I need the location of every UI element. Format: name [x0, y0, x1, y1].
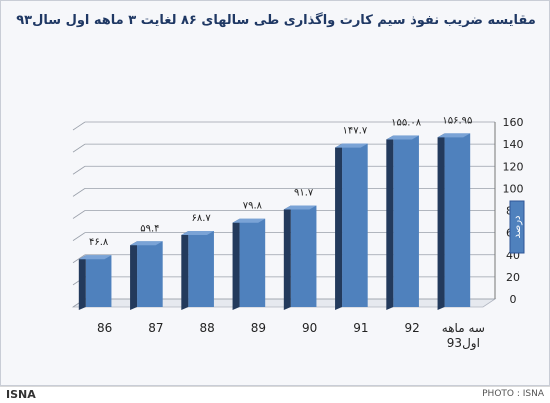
bar [290, 205, 317, 307]
photo-credit: PHOTO : ISNA [482, 389, 544, 399]
bar-side [386, 135, 394, 310]
grid-line-depth [72, 165, 86, 175]
x-tick-label: سه ماهه [442, 321, 485, 335]
bar [444, 133, 471, 307]
grid-line-depth [72, 254, 86, 264]
bar-top-face [232, 218, 266, 223]
bar-side [437, 133, 445, 310]
bar-top-face [283, 205, 317, 210]
data-label: ۱۵۵.۰۸ [391, 117, 422, 128]
x-tick-label: 87 [148, 321, 163, 335]
bar-side [130, 241, 138, 310]
x-tick-label: 86 [97, 321, 112, 335]
data-label: ۱۵۶.۹۵ [442, 115, 472, 126]
bar-top-face [386, 135, 419, 140]
bar-top-face [437, 133, 471, 138]
y-axis-label-box: درصد [509, 200, 525, 254]
bars [78, 133, 471, 310]
bar [342, 143, 368, 307]
y-axis-label: درصد [512, 215, 523, 238]
x-tick-label: اول93 [447, 336, 480, 351]
bar-top-face [335, 143, 368, 148]
grid-line-depth [72, 121, 86, 131]
grid-line-depth [72, 143, 86, 153]
data-label: ۵۹.۴ [140, 223, 159, 234]
bar-chart: مقایسه ضریب نفوذ سیم کارت واگذاری طی سال… [16, 12, 536, 351]
bar [85, 255, 112, 307]
y-tick-label: 140 [503, 138, 524, 151]
data-label: ۶۸.۷ [191, 213, 211, 224]
bar-top-face [181, 231, 214, 236]
y-axis-label-background [509, 200, 525, 254]
chart-frame: مقایسه ضریب نفوذ سیم کارت واگذاری طی سال… [0, 0, 550, 386]
bar-side [283, 205, 291, 310]
grid-line-depth [72, 232, 86, 241]
bar-side [232, 218, 240, 310]
y-tick-label: 100 [503, 182, 524, 195]
bar [239, 218, 266, 307]
x-tick-label: 91 [353, 321, 368, 335]
x-tick-label: 92 [404, 321, 419, 335]
bar-side [335, 143, 343, 310]
data-label: ۹۱.۷ [294, 188, 314, 199]
data-label: ۷۹.۸ [243, 201, 263, 212]
bar-side [181, 231, 189, 310]
isna-logo: ISNA [6, 388, 36, 401]
y-tick-label: 20 [506, 271, 520, 284]
bar [137, 241, 163, 307]
bar-side [78, 255, 86, 310]
bar [393, 135, 419, 307]
x-tick-label: 89 [251, 321, 266, 335]
data-label: ۴۶.۸ [89, 237, 109, 248]
chart-title: مقایسه ضریب نفوذ سیم کارت واگذاری طی سال… [16, 12, 536, 28]
footer-bar: ISNA PHOTO : ISNA [0, 386, 550, 403]
grid-line-depth [72, 188, 86, 197]
y-tick-label: 160 [503, 116, 524, 129]
y-tick-label: 0 [510, 293, 517, 306]
bar-top-face [78, 255, 112, 260]
y-tick-labels: 020406080100120140160 [503, 116, 524, 306]
x-tick-label: 88 [199, 321, 214, 335]
bar-top-face [130, 241, 163, 246]
bar [188, 231, 214, 307]
y-tick-label: 120 [503, 160, 524, 173]
data-label: ۱۴۷.۷ [343, 126, 368, 137]
x-tick-label: 90 [302, 321, 317, 335]
grid-line-depth [72, 210, 86, 219]
value-labels: ۴۶.۸ ۵۹.۴ ۶۸.۷ ۷۹.۸ ۹۱.۷ ۱۴۷.۷ ۱۵۵.۰۸ ۱۵۶.۹۵ [89, 115, 472, 248]
